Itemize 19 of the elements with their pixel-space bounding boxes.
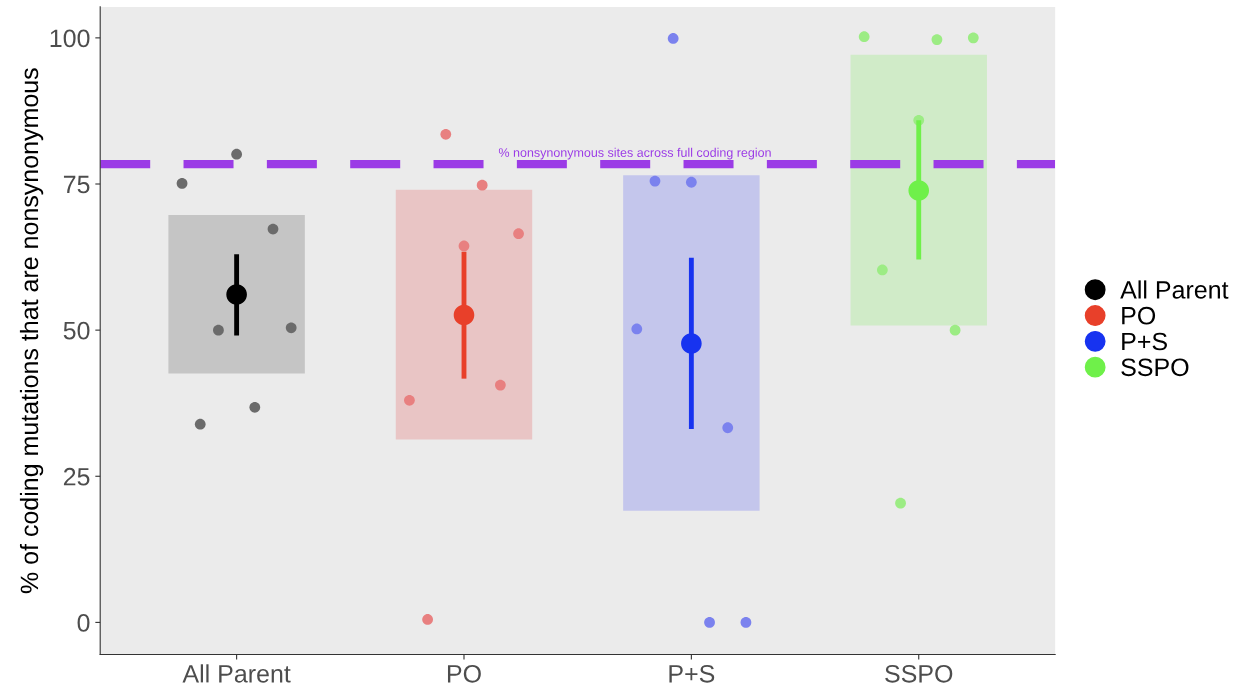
x-tick-label: SSPO [885, 664, 953, 683]
bar [850, 54, 987, 326]
ref-line-label: % nonsynonymous sites across full coding region [498, 147, 771, 160]
y-tick-label: 100 [50, 29, 90, 48]
y-tick-label: 50 [63, 321, 90, 340]
legend-label: P+S [1122, 332, 1167, 351]
y-tick-label: 75 [63, 175, 90, 194]
legend-label: SSPO [1121, 358, 1189, 377]
x-tick-label: P+S [669, 664, 715, 683]
y-tick-label: 25 [63, 467, 90, 486]
bar [623, 175, 760, 511]
y-tick-label: 0 [77, 614, 90, 632]
y-axis-title: % of coding mutations that are nonsynonymous [19, 68, 44, 594]
legend-label: All Parent [1120, 280, 1229, 299]
x-tick-label: All Parent [182, 664, 291, 683]
x-tick-label: PO [447, 664, 481, 683]
bar [395, 189, 533, 440]
bar [168, 214, 305, 374]
legend-label: PO [1122, 306, 1156, 325]
